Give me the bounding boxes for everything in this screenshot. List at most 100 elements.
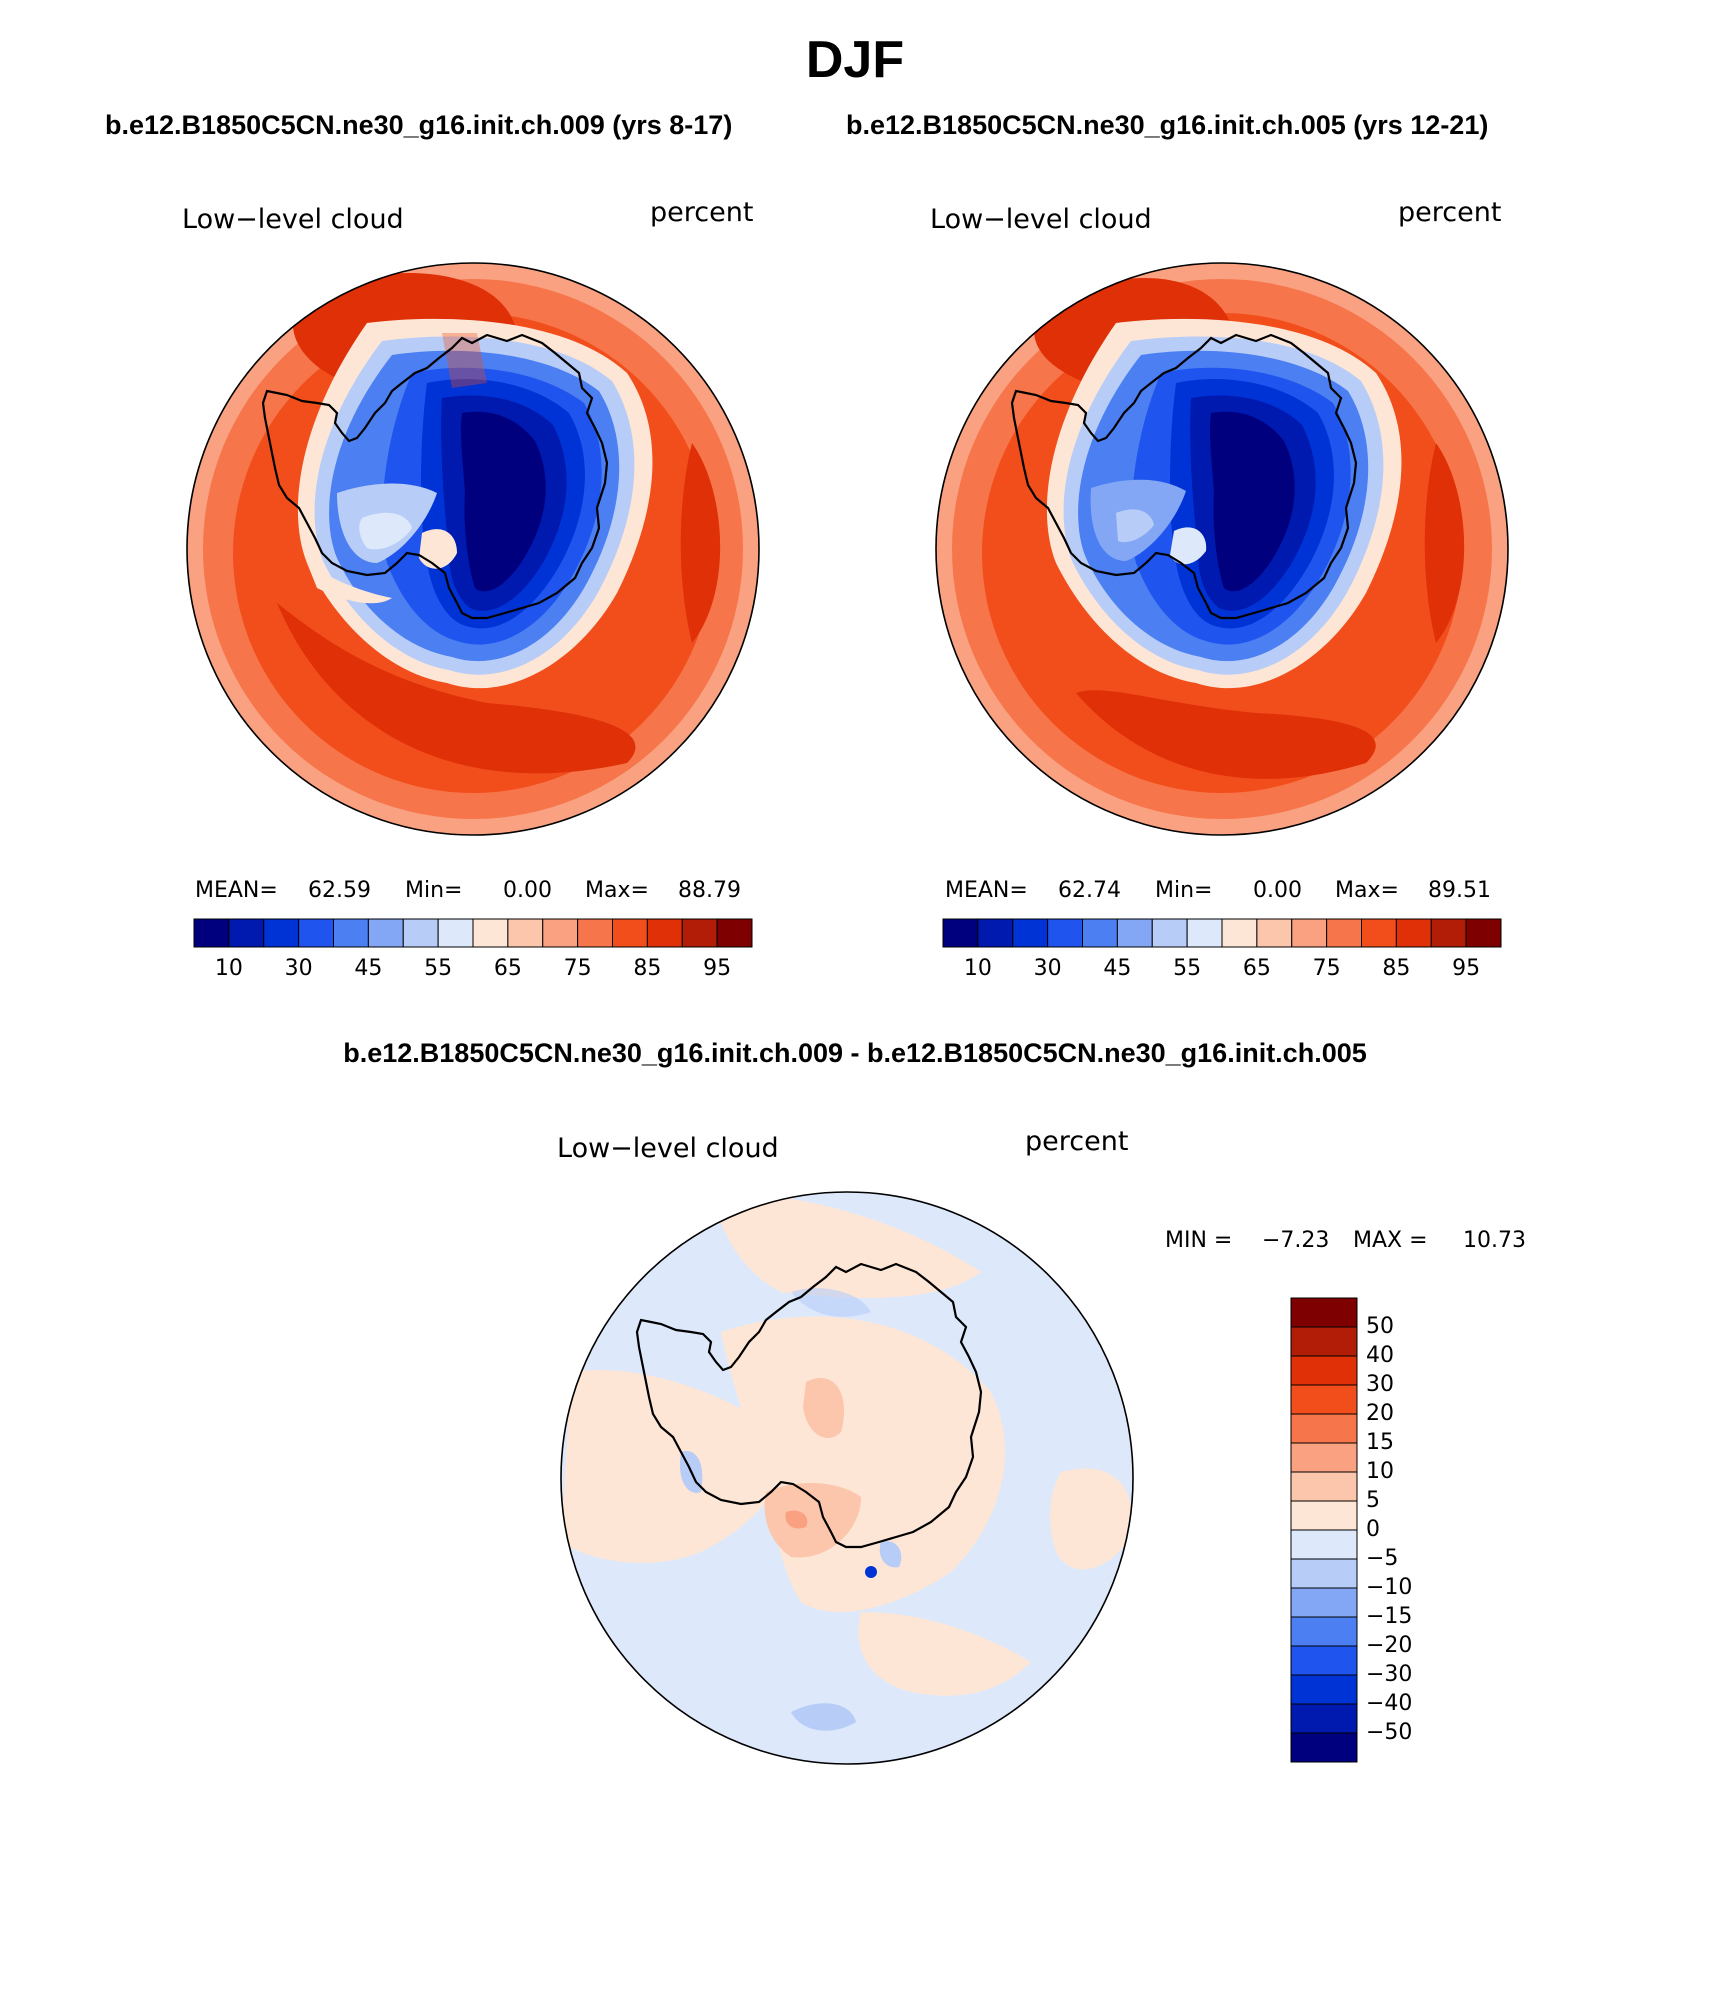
panel-a-mean-value: 62.59 bbox=[308, 878, 371, 903]
panel-c-colorbar-swatch-4 bbox=[1290, 1413, 1358, 1444]
panel-a-colorbar-swatch-3 bbox=[298, 918, 334, 948]
panel-a-colorbar-tick-label: 55 bbox=[424, 956, 453, 981]
panel-a-colorbar-tick-label: 65 bbox=[493, 956, 522, 981]
panel-c-max-value: 10.73 bbox=[1463, 1228, 1526, 1253]
panel-a-colorbar-swatch-4 bbox=[333, 918, 369, 948]
panel-a-colorbar-swatch-8 bbox=[472, 918, 509, 948]
panel-a-colorbar-swatch-9 bbox=[507, 918, 544, 948]
panel-c-colorbar-swatch-7 bbox=[1290, 1500, 1358, 1531]
panel-c-colorbar-ticks: 50 40 30 20 15 10 5 0 −5 −10 −15 −20 −30 −40 −50 bbox=[1366, 1298, 1446, 1762]
panel-c-colorbar-tick-label: −40 bbox=[1366, 1691, 1413, 1716]
panel-a-colorbar-swatch-7 bbox=[437, 918, 474, 948]
panel-b-variable: Low−level cloud bbox=[930, 204, 1152, 235]
panel-a-min-value: 0.00 bbox=[503, 878, 552, 903]
panel-c-min-label: MIN = bbox=[1165, 1228, 1233, 1253]
panel-a-colorbar-swatch-15 bbox=[716, 918, 753, 948]
case-title-right: b.e12.B1850C5CN.ne30_g16.init.ch.005 (yr… bbox=[846, 110, 1489, 140]
panel-c-colorbar-tick-label: −50 bbox=[1366, 1720, 1413, 1745]
panel-c-colorbar-swatch-11 bbox=[1290, 1616, 1358, 1647]
panel-c-colorbar-tick-label: 10 bbox=[1366, 1459, 1394, 1484]
panel-b-max-label: Max= bbox=[1335, 878, 1399, 903]
panel-a-colorbar-swatch-2 bbox=[263, 918, 300, 948]
panel-c-colorbar-swatch-6 bbox=[1290, 1471, 1358, 1502]
panel-a-colorbar-ticks: 10 30 45 55 65 75 85 95 bbox=[194, 956, 752, 984]
panel-a-colorbar-swatch-11 bbox=[577, 918, 613, 948]
case-title-left: b.e12.B1850C5CN.ne30_g16.init.ch.009 (yr… bbox=[105, 110, 733, 140]
panel-a-colorbar-tick-label: 75 bbox=[563, 956, 592, 981]
panel-b-min-value: 0.00 bbox=[1253, 878, 1302, 903]
panel-b-max-value: 89.51 bbox=[1428, 878, 1491, 903]
page-title: DJF bbox=[805, 31, 905, 89]
panel-c-units: percent bbox=[1025, 1126, 1129, 1157]
panel-c-colorbar-swatch-15 bbox=[1290, 1732, 1358, 1763]
panel-b-colorbar-swatch-1 bbox=[977, 918, 1014, 948]
panel-b-colorbar-swatch-10 bbox=[1291, 918, 1328, 948]
panel-b-colorbar-tick-label: 95 bbox=[1452, 956, 1481, 981]
panel-b-colorbar-tick-label: 45 bbox=[1103, 956, 1132, 981]
panel-a-max-value: 88.79 bbox=[678, 878, 741, 903]
diff-title: b.e12.B1850C5CN.ne30_g16.init.ch.009 - b… bbox=[343, 1038, 1367, 1068]
panel-a-colorbar-swatch-6 bbox=[402, 918, 439, 948]
panel-a-colorbar bbox=[193, 918, 753, 948]
panel-c-colorbar bbox=[1290, 1297, 1358, 1763]
panel-b-colorbar-swatch-8 bbox=[1221, 918, 1258, 948]
panel-b-colorbar-swatch-2 bbox=[1012, 918, 1049, 948]
panel-c-variable: Low−level cloud bbox=[557, 1133, 779, 1164]
panel-c-colorbar-tick-label: 15 bbox=[1366, 1430, 1394, 1455]
panel-a-colorbar-swatch-14 bbox=[681, 918, 718, 948]
panel-a-mean-label: MEAN= bbox=[195, 878, 278, 903]
panel-b-min-label: Min= bbox=[1155, 878, 1213, 903]
panel-c-colorbar-tick-label: −15 bbox=[1366, 1604, 1413, 1629]
panel-b-colorbar-swatch-14 bbox=[1430, 918, 1467, 948]
panel-c-colorbar-swatch-1 bbox=[1290, 1326, 1358, 1357]
panel-a-colorbar-tick-label: 85 bbox=[633, 956, 662, 981]
panel-c-colorbar-swatch-8 bbox=[1290, 1529, 1358, 1560]
panel-c-colorbar-tick-label: −30 bbox=[1366, 1662, 1413, 1687]
panel-a-colorbar-tick-label: 30 bbox=[284, 956, 313, 981]
panel-b-map bbox=[935, 262, 1509, 836]
panel-b-colorbar-tick-label: 65 bbox=[1242, 956, 1271, 981]
panel-a-units: percent bbox=[650, 197, 754, 228]
panel-a-colorbar-swatch-12 bbox=[612, 918, 648, 948]
panel-b-colorbar-swatch-5 bbox=[1116, 918, 1153, 948]
panel-b-colorbar-tick-label: 75 bbox=[1312, 956, 1341, 981]
panel-a-min-label: Min= bbox=[405, 878, 463, 903]
panel-b-mean-value: 62.74 bbox=[1058, 878, 1121, 903]
antarctica-coastline-c bbox=[635, 1262, 983, 1549]
panel-b-colorbar-swatch-6 bbox=[1151, 918, 1188, 948]
antarctica-coastline-a bbox=[261, 333, 609, 620]
panel-c-colorbar-swatch-0 bbox=[1290, 1297, 1358, 1328]
panel-b-colorbar-swatch-11 bbox=[1326, 918, 1362, 948]
antarctica-coastline-b bbox=[1010, 333, 1358, 620]
panel-c-colorbar-swatch-13 bbox=[1290, 1674, 1358, 1705]
panel-a-colorbar-tick-label: 10 bbox=[214, 956, 243, 981]
panel-b-colorbar-swatch-3 bbox=[1047, 918, 1083, 948]
panel-c-colorbar-tick-label: 50 bbox=[1366, 1314, 1394, 1339]
panel-c-max-label: MAX = bbox=[1353, 1228, 1428, 1253]
panel-a-colorbar-swatch-0 bbox=[193, 918, 230, 948]
panel-c-colorbar-tick-label: 20 bbox=[1366, 1401, 1394, 1426]
panel-b-colorbar-swatch-15 bbox=[1465, 918, 1502, 948]
panel-b-colorbar-swatch-7 bbox=[1186, 918, 1223, 948]
panel-a-colorbar-tick-label: 95 bbox=[703, 956, 732, 981]
panel-b-colorbar-ticks: 10 30 45 55 65 75 85 95 bbox=[943, 956, 1501, 984]
panel-b-colorbar-swatch-13 bbox=[1395, 918, 1432, 948]
panel-c-colorbar-swatch-14 bbox=[1290, 1703, 1358, 1734]
panel-c-colorbar-tick-label: 40 bbox=[1366, 1343, 1394, 1368]
panel-b-colorbar-swatch-0 bbox=[942, 918, 979, 948]
panel-a-colorbar-swatch-1 bbox=[228, 918, 265, 948]
panel-c-min-value: −7.23 bbox=[1262, 1228, 1330, 1253]
panel-c-map bbox=[560, 1191, 1134, 1765]
panel-c-colorbar-swatch-10 bbox=[1290, 1587, 1358, 1618]
panel-b-units: percent bbox=[1398, 197, 1502, 228]
panel-a-colorbar-swatch-10 bbox=[542, 918, 579, 948]
panel-a-variable: Low−level cloud bbox=[182, 204, 404, 235]
panel-b-colorbar-swatch-4 bbox=[1082, 918, 1118, 948]
panel-c-colorbar-swatch-5 bbox=[1290, 1442, 1358, 1473]
panel-a-colorbar-swatch-5 bbox=[367, 918, 404, 948]
panel-b-mean-label: MEAN= bbox=[945, 878, 1028, 903]
panel-a-colorbar-swatch-13 bbox=[646, 918, 683, 948]
panel-b-colorbar-tick-label: 55 bbox=[1173, 956, 1202, 981]
panel-a-colorbar-tick-label: 45 bbox=[354, 956, 383, 981]
panel-c-colorbar-tick-label: 0 bbox=[1366, 1517, 1380, 1542]
